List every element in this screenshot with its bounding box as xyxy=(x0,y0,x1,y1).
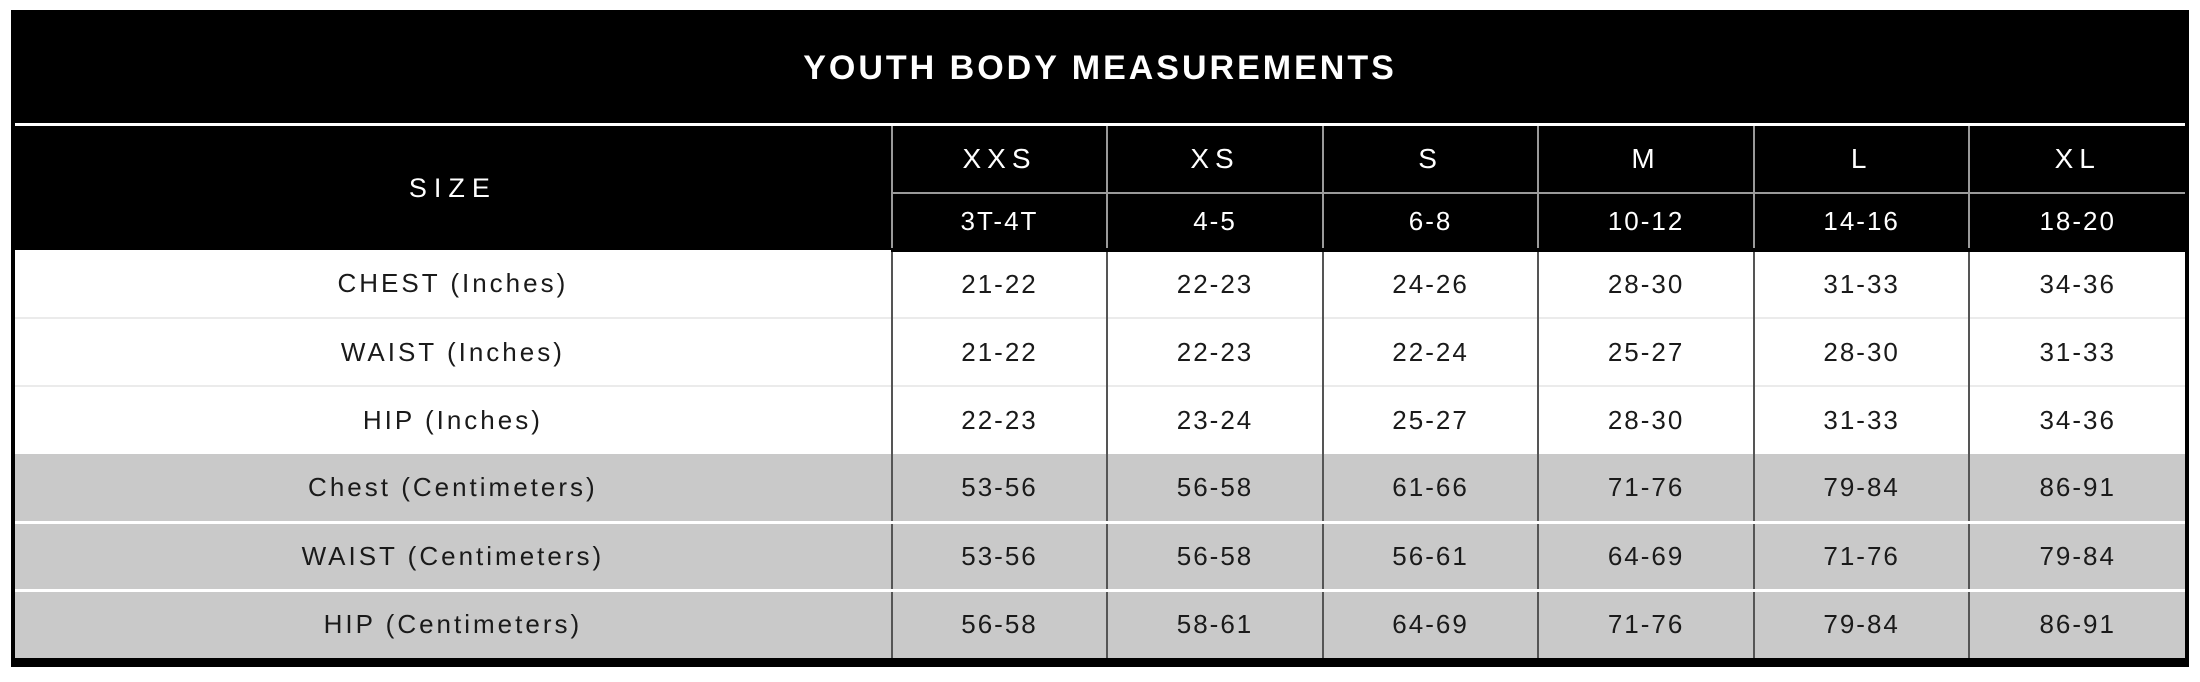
row-label: CHEST (Inches) xyxy=(15,250,892,318)
table-row-waist-cm: WAIST (Centimeters) 53-56 56-58 56-61 64… xyxy=(15,520,2185,590)
cell-waist-in-s: 22-24 xyxy=(1321,317,1539,386)
cell-waist-cm-xxs: 53-56 xyxy=(890,520,1108,590)
cell-waist-cm-l: 71-76 xyxy=(1752,520,1970,590)
cell-waist-in-xl: 31-33 xyxy=(1968,317,2185,386)
cell-chest-cm-xl: 86-91 xyxy=(1968,454,2185,522)
age-range-s: 6-8 xyxy=(1321,193,1539,252)
cell-hip-in-m: 28-30 xyxy=(1537,385,1754,454)
cell-hip-cm-m: 71-76 xyxy=(1537,588,1754,658)
cell-waist-cm-xl: 79-84 xyxy=(1968,520,2185,590)
cell-hip-cm-l: 79-84 xyxy=(1752,588,1970,658)
cell-waist-cm-m: 64-69 xyxy=(1537,520,1754,590)
cell-chest-cm-xs: 56-58 xyxy=(1106,454,1323,522)
cell-hip-in-l: 31-33 xyxy=(1752,385,1970,454)
cell-waist-cm-s: 56-61 xyxy=(1321,520,1539,590)
table-row-chest-cm: Chest (Centimeters) 53-56 56-58 61-66 71… xyxy=(15,454,2185,522)
cell-hip-in-xxs: 22-23 xyxy=(890,385,1108,454)
column-header-m: M xyxy=(1537,126,1754,194)
row-label: Chest (Centimeters) xyxy=(15,454,892,522)
measurements-table: SIZE XXS XS S M L XL 3T-4T 4-5 6-8 10-12… xyxy=(15,126,2185,658)
cell-hip-cm-s: 64-69 xyxy=(1321,588,1539,658)
cell-waist-cm-xs: 56-58 xyxy=(1106,520,1323,590)
chart-title: YOUTH BODY MEASUREMENTS xyxy=(803,49,1397,87)
age-range-l: 14-16 xyxy=(1752,193,1970,252)
column-header-xl: XL xyxy=(1968,126,2185,194)
cell-hip-cm-xs: 58-61 xyxy=(1106,588,1323,658)
row-label: HIP (Centimeters) xyxy=(15,588,892,658)
cell-chest-in-m: 28-30 xyxy=(1537,250,1754,318)
cell-chest-in-xl: 34-36 xyxy=(1968,250,2185,318)
cell-chest-cm-xxs: 53-56 xyxy=(890,454,1108,522)
cell-chest-cm-l: 79-84 xyxy=(1752,454,1970,522)
age-range-m: 10-12 xyxy=(1537,193,1754,252)
cell-chest-in-l: 31-33 xyxy=(1752,250,1970,318)
age-range-xl: 18-20 xyxy=(1968,193,2185,252)
cell-chest-cm-s: 61-66 xyxy=(1321,454,1539,522)
column-header-s: S xyxy=(1321,126,1539,194)
cell-chest-in-s: 24-26 xyxy=(1321,250,1539,318)
cell-chest-in-xs: 22-23 xyxy=(1106,250,1323,318)
table-row-hip-cm: HIP (Centimeters) 56-58 58-61 64-69 71-7… xyxy=(15,588,2185,658)
cell-hip-cm-xxs: 56-58 xyxy=(890,588,1108,658)
row-label: HIP (Inches) xyxy=(15,385,892,454)
size-header-row: SIZE XXS XS S M L XL xyxy=(15,126,2185,250)
cell-chest-in-xxs: 21-22 xyxy=(890,250,1108,318)
chart-title-bar: YOUTH BODY MEASUREMENTS xyxy=(15,14,2185,126)
column-header-xs: XS xyxy=(1106,126,1323,194)
column-header-l: L xyxy=(1752,126,1970,194)
cell-waist-in-xxs: 21-22 xyxy=(890,317,1108,386)
cell-hip-in-xs: 23-24 xyxy=(1106,385,1323,454)
cell-hip-cm-xl: 86-91 xyxy=(1968,588,2185,658)
table-row-waist-inches: WAIST (Inches) 21-22 22-23 22-24 25-27 2… xyxy=(15,317,2185,386)
age-range-xs: 4-5 xyxy=(1106,193,1323,252)
column-header-xxs: XXS xyxy=(890,126,1108,194)
age-range-xxs: 3T-4T xyxy=(890,193,1108,252)
cell-waist-in-l: 28-30 xyxy=(1752,317,1970,386)
table-row-chest-inches: CHEST (Inches) 21-22 22-23 24-26 28-30 3… xyxy=(15,250,2185,318)
size-header-cell: SIZE xyxy=(15,126,893,250)
cell-hip-in-xl: 34-36 xyxy=(1968,385,2185,454)
cell-hip-in-s: 25-27 xyxy=(1321,385,1539,454)
table-row-hip-inches: HIP (Inches) 22-23 23-24 25-27 28-30 31-… xyxy=(15,385,2185,454)
row-label: WAIST (Centimeters) xyxy=(15,520,892,590)
cell-waist-in-m: 25-27 xyxy=(1537,317,1754,386)
cell-chest-cm-m: 71-76 xyxy=(1537,454,1754,522)
cell-waist-in-xs: 22-23 xyxy=(1106,317,1323,386)
age-range-header-row: 3T-4T 4-5 6-8 10-12 14-16 18-20 xyxy=(15,193,2185,252)
row-label: WAIST (Inches) xyxy=(15,317,892,386)
size-chart: YOUTH BODY MEASUREMENTS SIZE XXS XS S M … xyxy=(11,10,2189,667)
page: YOUTH BODY MEASUREMENTS SIZE XXS XS S M … xyxy=(11,10,2189,667)
